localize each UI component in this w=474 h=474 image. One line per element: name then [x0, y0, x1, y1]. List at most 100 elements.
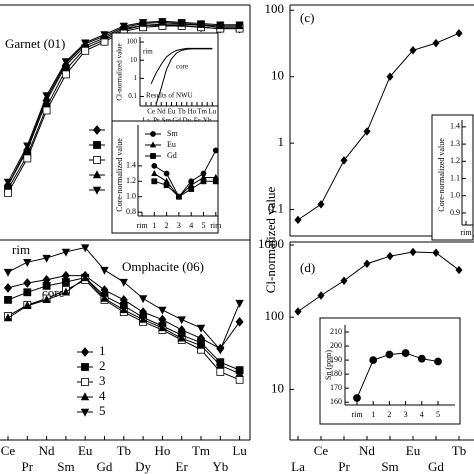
legend-marker — [80, 408, 90, 417]
data-point — [3, 313, 13, 322]
x-tick-label: 2 — [387, 410, 391, 419]
x-tick-label: Nd — [157, 108, 166, 116]
data-point — [163, 182, 170, 189]
x-tick-label: rim — [136, 221, 148, 230]
y-tick-label: 1.2 — [126, 176, 136, 185]
y-tick-label: 10 — [130, 56, 138, 64]
panel-title: Omphacite (06) — [122, 259, 204, 274]
x-tick-label: Eu — [406, 443, 421, 458]
data-point — [317, 291, 325, 300]
y-tick-label: 210 — [330, 327, 342, 336]
data-point — [455, 29, 463, 38]
y-axis-label: Core-normalized value — [437, 138, 446, 212]
x-tick-label: Eu — [168, 108, 176, 116]
data-point — [196, 340, 206, 349]
data-point — [216, 346, 225, 355]
x-tick-label: Nd — [359, 443, 375, 458]
x-tick-label: Lu — [232, 443, 247, 458]
y-tick-label: 1.0 — [126, 192, 136, 201]
y-tick-label: 1 — [134, 74, 138, 82]
data-point — [138, 295, 148, 304]
data-point — [317, 200, 325, 209]
series-line — [297, 32, 460, 221]
data-point — [216, 360, 225, 369]
data-point — [432, 248, 440, 258]
legend-label: 1 — [99, 343, 106, 358]
data-point — [340, 276, 348, 285]
data-point — [163, 170, 170, 177]
x-tick-label: 1 — [371, 410, 375, 419]
data-point — [3, 283, 13, 293]
data-point — [119, 278, 128, 287]
legend-label: 2 — [99, 358, 106, 373]
x-tick-label: Gd — [428, 459, 444, 474]
x-tick-label: Yb — [212, 459, 228, 474]
y-tick-label: 180 — [330, 369, 342, 378]
data-point — [340, 156, 348, 165]
panel-title: (d) — [300, 260, 315, 275]
data-point — [61, 58, 71, 67]
y-axis-label: Sn (ppm) — [324, 350, 333, 380]
y-tick-label: 0.9 — [450, 208, 460, 217]
x-tick-label: Dy — [135, 459, 151, 474]
x-tick-label: 1 — [152, 221, 156, 230]
y-tick-label: 200 — [330, 341, 342, 350]
data-point — [353, 394, 361, 402]
x-tick-label: Sm — [381, 459, 398, 474]
legend-marker — [93, 156, 101, 164]
data-point — [177, 333, 186, 342]
y-tick-label: 0.1 — [128, 92, 137, 100]
data-point — [385, 350, 394, 359]
data-point — [200, 178, 207, 185]
data-point — [100, 31, 109, 40]
legend-marker — [80, 392, 90, 401]
data-point — [42, 295, 51, 304]
y-tick-label: 10 — [271, 380, 284, 395]
inset-box — [319, 317, 461, 425]
data-point — [363, 127, 371, 136]
y-tick-label: 0.1 — [268, 201, 284, 216]
data-point — [216, 367, 225, 376]
y-tick-label: 0.8 — [126, 207, 136, 216]
data-point — [151, 162, 158, 169]
series-line — [155, 48, 213, 104]
data-point — [42, 106, 51, 115]
x-tick-label: 5 — [202, 221, 206, 230]
legend-label: Eu — [167, 140, 176, 149]
x-tick-label: 4 — [189, 221, 193, 230]
y-tick-label: 170 — [330, 383, 342, 392]
data-point — [151, 169, 158, 176]
panel-title: Garnet (01) — [5, 36, 65, 51]
data-point — [235, 299, 244, 308]
data-point — [42, 92, 51, 101]
legend-marker — [81, 378, 89, 386]
legend-marker — [150, 153, 156, 159]
data-point — [212, 147, 219, 154]
x-tick-label: Ce — [147, 108, 155, 116]
inset-box — [111, 120, 219, 234]
y-tick-label: 1.1 — [450, 173, 460, 182]
data-point — [23, 288, 32, 297]
legend-marker — [81, 363, 89, 371]
data-point — [386, 251, 394, 261]
x-tick-label: Ce — [1, 443, 16, 458]
data-point — [369, 356, 378, 364]
x-tick-label: 2 — [165, 221, 169, 230]
data-point — [119, 22, 128, 31]
data-point — [175, 193, 182, 200]
data-point — [100, 293, 109, 302]
data-point — [23, 278, 32, 288]
x-tick-label: Sm — [57, 459, 74, 474]
legend-marker — [80, 347, 90, 357]
y-tick-label: 1.2 — [450, 156, 460, 165]
x-tick-label: 3 — [177, 221, 181, 230]
legend-marker — [149, 141, 157, 148]
data-point — [138, 314, 148, 323]
data-point — [23, 142, 32, 151]
y-axis-label: Cl-normalized value — [116, 43, 124, 100]
annotation: Results of NWU — [146, 92, 193, 100]
y-tick-label: 100 — [265, 1, 285, 16]
data-point — [409, 46, 417, 55]
data-point — [401, 349, 410, 357]
